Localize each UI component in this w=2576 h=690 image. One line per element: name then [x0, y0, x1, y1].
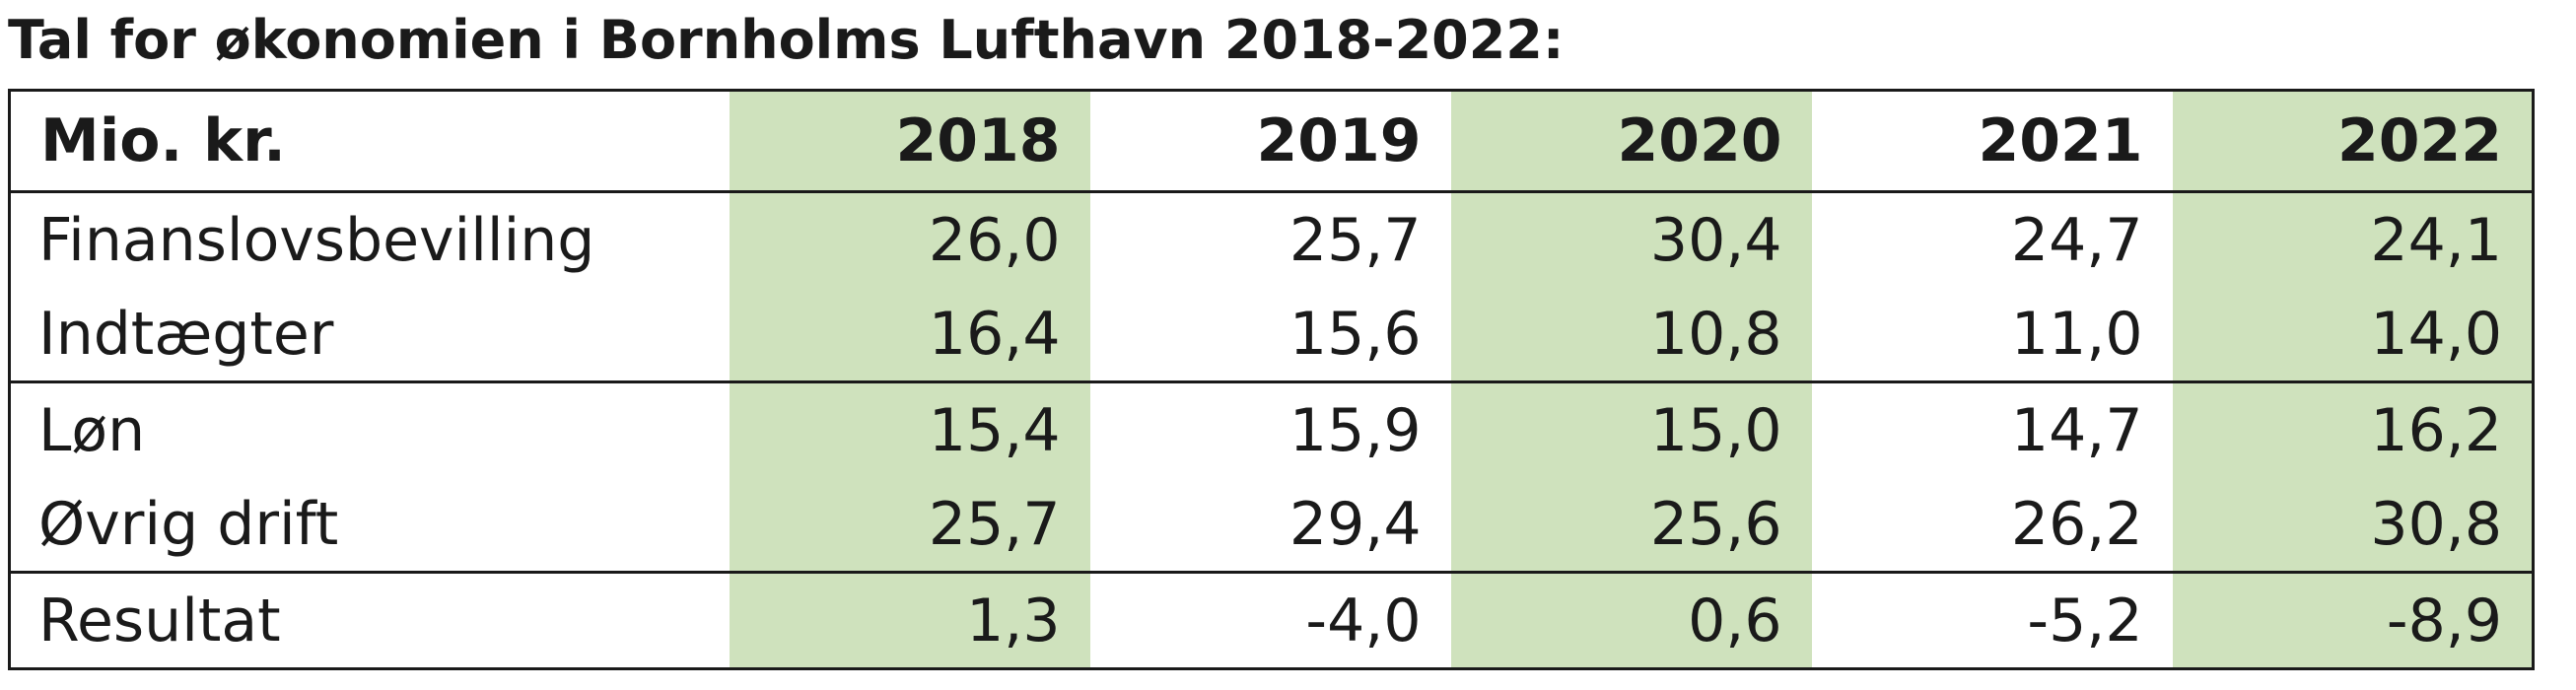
cell-value: -5,2 [2027, 586, 2143, 656]
cell-value: 14,7 [2010, 395, 2143, 465]
cell-value: 1,3 [729, 572, 1090, 669]
cell-value: 15,0 [1450, 381, 1812, 477]
cell-value: 15,9 [1288, 395, 1422, 465]
cell-value: 25,6 [1450, 477, 1812, 574]
table-row-indtaegter: Indtægter 16,4 15,6 10,8 11,0 14,0 [9, 287, 2534, 383]
cell-value: 30,8 [2172, 477, 2534, 574]
cell-value: 30,4 [1450, 191, 1812, 287]
economy-table-container: Mio. kr. 2018 2019 2020 2021 2022 Finans… [8, 89, 2535, 670]
cell-value: 24,1 [2172, 191, 2534, 287]
row-label: Resultat [38, 586, 281, 656]
column-header-2018: 2018 [729, 90, 1090, 193]
column-header-2022: 2022 [2172, 90, 2534, 193]
cell-value: 25,7 [729, 477, 1090, 574]
column-header-2020: 2020 [1450, 90, 1812, 193]
cell-value: 26,0 [729, 191, 1090, 287]
table-row-loen: Løn 15,4 15,9 15,0 14,7 16,2 [10, 381, 2534, 477]
table-row-resultat: Resultat 1,3 -4,0 0,6 -5,2 -8,9 [10, 572, 2534, 669]
column-header-unit: Mio. kr. [9, 90, 730, 193]
row-label: Øvrig drift [9, 477, 730, 574]
cell-value: -8,9 [2172, 572, 2534, 669]
cell-value: 11,0 [1811, 287, 2173, 383]
page-title: Tal for økonomien i Bornholms Lufthavn 2… [8, 9, 1565, 71]
row-label: Løn [38, 395, 146, 465]
column-header-2021: 2021 [1811, 90, 2173, 193]
cell-value: 26,2 [1811, 477, 2173, 574]
table-row-finanslovsbevilling: Finanslovsbevilling 26,0 25,7 30,4 24,7 … [10, 191, 2534, 287]
cell-value: 14,0 [2172, 287, 2534, 383]
economy-table: Mio. kr. 2018 2019 2020 2021 2022 Finans… [8, 89, 2535, 670]
table-row-oevrig-drift: Øvrig drift 25,7 29,4 25,6 26,2 30,8 [9, 477, 2534, 574]
row-label: Indtægter [9, 287, 730, 383]
cell-value: 16,4 [729, 287, 1090, 383]
cell-value: 25,7 [1288, 205, 1422, 275]
cell-value: 29,4 [1089, 477, 1451, 574]
cell-value: 24,7 [2010, 205, 2143, 275]
cell-value: 15,6 [1089, 287, 1451, 383]
cell-value: -4,0 [1305, 586, 1422, 656]
column-header-2019: 2019 [1089, 90, 1451, 193]
cell-value: 10,8 [1450, 287, 1812, 383]
row-label: Finanslovsbevilling [38, 205, 595, 275]
cell-value: 15,4 [729, 381, 1090, 477]
table-header-row: Mio. kr. 2018 2019 2020 2021 2022 [9, 90, 2534, 193]
cell-value: 16,2 [2172, 381, 2534, 477]
cell-value: 0,6 [1450, 572, 1812, 669]
